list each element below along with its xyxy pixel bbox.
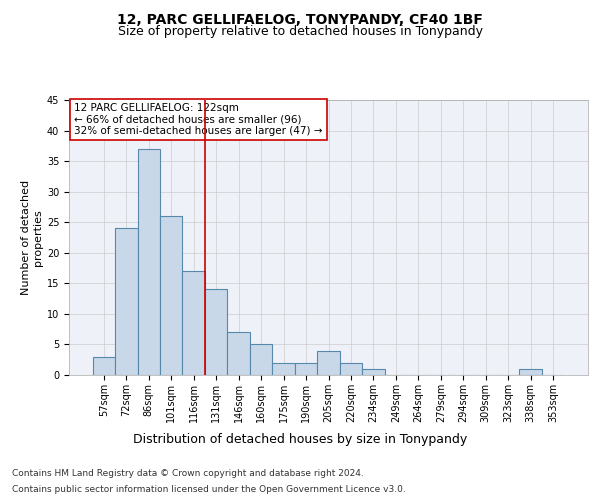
- Text: Size of property relative to detached houses in Tonypandy: Size of property relative to detached ho…: [118, 25, 482, 38]
- Text: Distribution of detached houses by size in Tonypandy: Distribution of detached houses by size …: [133, 432, 467, 446]
- Bar: [250, 344, 272, 375]
- Bar: [160, 216, 182, 375]
- Bar: [137, 149, 160, 375]
- Bar: [340, 363, 362, 375]
- Bar: [182, 271, 205, 375]
- Bar: [272, 363, 295, 375]
- Bar: [317, 350, 340, 375]
- Bar: [362, 369, 385, 375]
- Bar: [295, 363, 317, 375]
- Text: Contains HM Land Registry data © Crown copyright and database right 2024.: Contains HM Land Registry data © Crown c…: [12, 468, 364, 477]
- Text: Contains public sector information licensed under the Open Government Licence v3: Contains public sector information licen…: [12, 485, 406, 494]
- Text: 12, PARC GELLIFAELOG, TONYPANDY, CF40 1BF: 12, PARC GELLIFAELOG, TONYPANDY, CF40 1B…: [117, 12, 483, 26]
- Y-axis label: Number of detached
properties: Number of detached properties: [21, 180, 43, 295]
- Bar: [115, 228, 137, 375]
- Bar: [92, 356, 115, 375]
- Bar: [227, 332, 250, 375]
- Bar: [205, 290, 227, 375]
- Bar: [520, 369, 542, 375]
- Text: 12 PARC GELLIFAELOG: 122sqm
← 66% of detached houses are smaller (96)
32% of sem: 12 PARC GELLIFAELOG: 122sqm ← 66% of det…: [74, 103, 323, 136]
